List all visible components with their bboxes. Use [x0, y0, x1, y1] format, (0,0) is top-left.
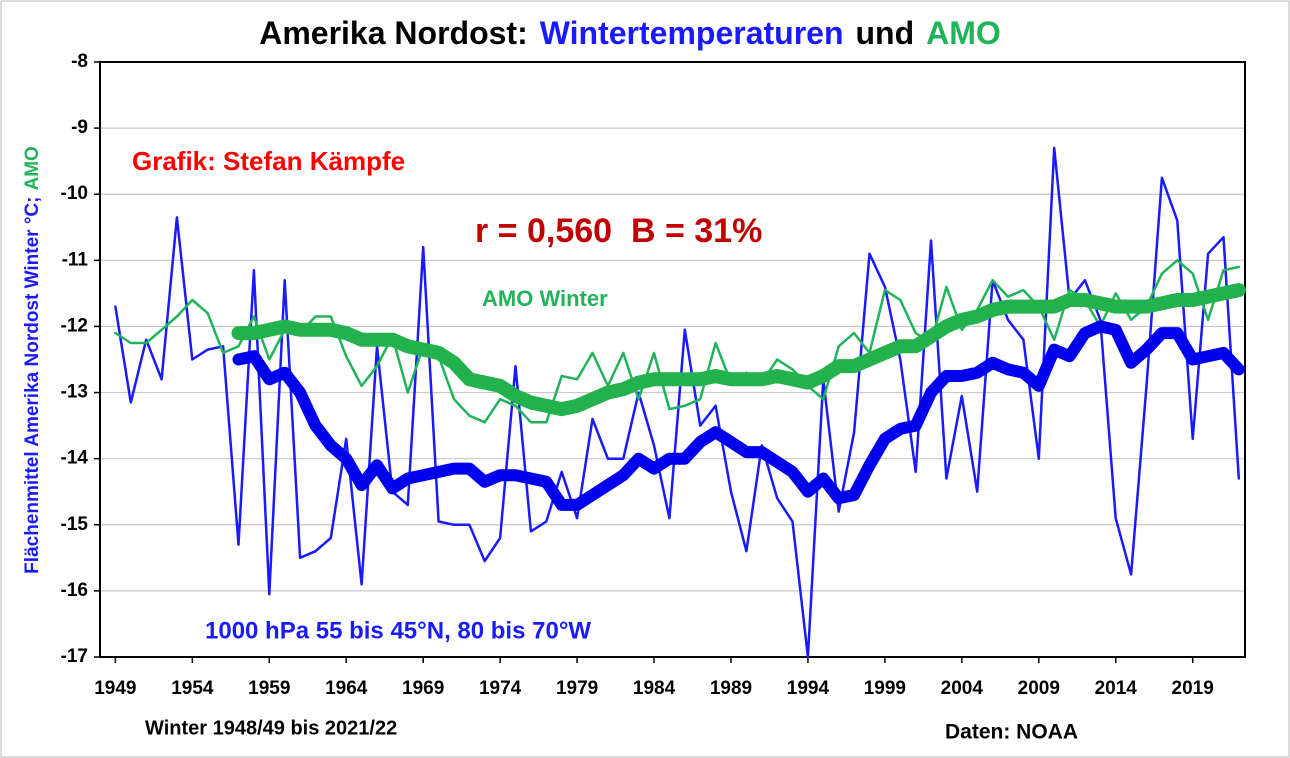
y-label-part: Flächenmittel Amerika Nordost Winter °C;	[22, 197, 43, 574]
y-tick-label: -13	[61, 382, 88, 403]
x-tick-label: 1969	[402, 678, 444, 699]
title-part: Wintertemperaturen	[540, 15, 844, 51]
series-line	[232, 320, 1245, 511]
x-tick-label: 1999	[864, 678, 906, 699]
x-tick-label: 1954	[171, 678, 214, 699]
y-tick-label: -16	[61, 580, 88, 601]
y-tick-label: -8	[71, 51, 88, 72]
y-label-part: AMO	[22, 146, 43, 190]
x-tick-label: 2019	[1172, 678, 1214, 699]
y-tick-label: -11	[62, 249, 89, 270]
y-tick-label: -14	[61, 448, 89, 469]
x-tick-label: 1974	[479, 678, 522, 699]
plot-area	[99, 61, 1246, 658]
annotation: AMO Winter	[482, 286, 608, 311]
title-part: AMO	[926, 15, 1001, 51]
x-tick-label: 1984	[633, 678, 676, 699]
chart-title: Amerika Nordost: Wintertemperaturen und AMO	[259, 15, 1001, 51]
x-tick-label: 1994	[787, 678, 830, 699]
y-tick-label: -15	[61, 514, 89, 535]
annotation: Grafik: Stefan Kämpfe	[132, 146, 405, 176]
x-tick-label: 1949	[94, 678, 136, 699]
series-line	[114, 146, 1241, 659]
annotation: 1000 hPa 55 bis 45°N, 80 bis 70°W	[205, 617, 591, 644]
title-part: Amerika Nordost:	[259, 15, 528, 51]
x-tick-label: 1964	[325, 678, 368, 699]
y-tick-label: -9	[71, 117, 88, 138]
x-tick-label: 2009	[1018, 678, 1060, 699]
y-tick-label: -10	[61, 183, 88, 204]
annotation: Winter 1948/49 bis 2021/22	[145, 717, 397, 739]
title-part: und	[855, 15, 914, 51]
x-tick-label: 2014	[1095, 678, 1138, 699]
x-tick-label: 1989	[710, 678, 752, 699]
y-tick-label: -17	[61, 646, 88, 667]
y-axis-label: Flächenmittel Amerika Nordost Winter °C;…	[22, 146, 43, 574]
y-tick-label: -12	[61, 315, 88, 336]
x-tick-label: 1979	[556, 678, 598, 699]
series-line	[231, 283, 1246, 417]
x-tick-label: 1959	[248, 678, 290, 699]
annotation: r = 0,560 B = 31%	[475, 212, 762, 250]
x-tick-label: 2004	[941, 678, 984, 699]
annotation: Daten: NOAA	[945, 721, 1078, 744]
